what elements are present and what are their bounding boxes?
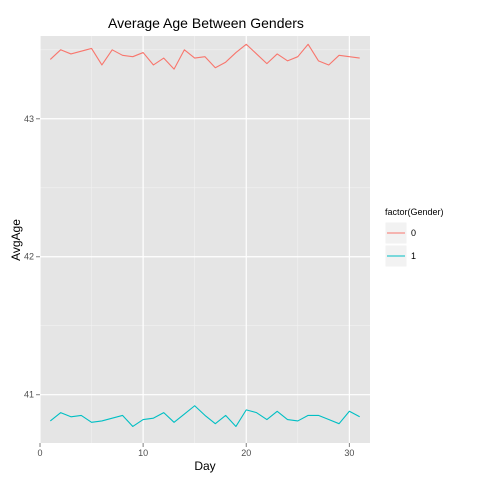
grid-lines bbox=[39, 36, 370, 443]
chart-title: Average Age Between Genders bbox=[108, 15, 304, 31]
x-axis-title: Day bbox=[194, 459, 215, 473]
x-tick-label: 30 bbox=[344, 448, 354, 458]
legend-label: 0 bbox=[411, 228, 416, 238]
y-tick-label: 42 bbox=[24, 252, 34, 262]
y-axis-title: AvgAge bbox=[9, 219, 23, 261]
legend: factor(Gender) 01 bbox=[384, 207, 444, 268]
legend-label: 1 bbox=[411, 251, 416, 261]
legend-item-1: 1 bbox=[384, 244, 416, 268]
y-tick-label: 41 bbox=[24, 390, 34, 400]
legend-item-0: 0 bbox=[384, 221, 416, 245]
x-tick-label: 10 bbox=[138, 448, 148, 458]
series-line-0 bbox=[49, 43, 360, 70]
x-tick-label: 20 bbox=[241, 448, 251, 458]
series-line-1 bbox=[49, 405, 360, 427]
x-tick-label: 0 bbox=[37, 448, 42, 458]
axis-ticks: 0 10 20 30 41 42 43 bbox=[24, 114, 354, 458]
legend-title: factor(Gender) bbox=[385, 207, 444, 217]
plot-panel bbox=[40, 36, 370, 443]
y-tick-label: 43 bbox=[24, 114, 34, 124]
series-lines bbox=[49, 43, 360, 427]
legend-items: 01 bbox=[384, 221, 416, 268]
